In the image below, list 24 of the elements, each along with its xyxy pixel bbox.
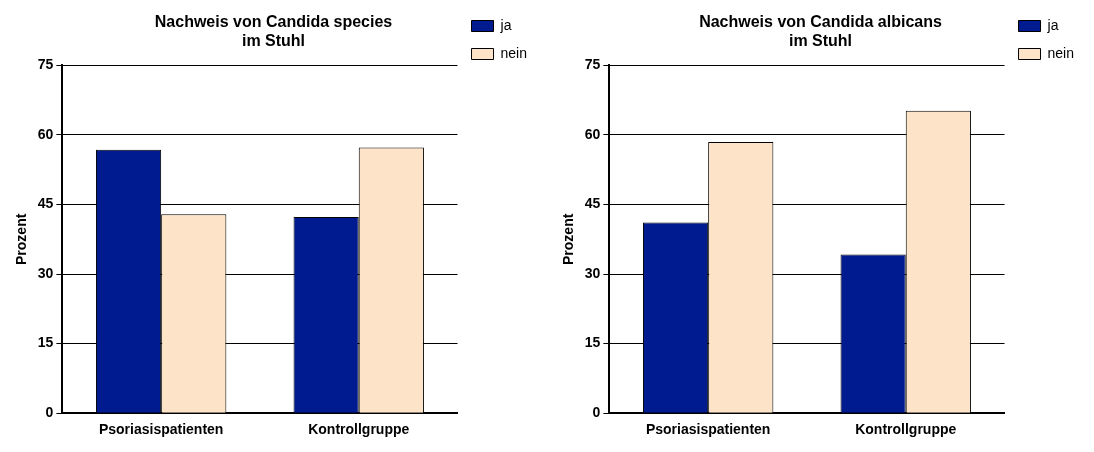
y-axis-title: Prozent bbox=[560, 213, 577, 265]
y-tick-label: 15 bbox=[37, 334, 54, 351]
y-tick-label: 45 bbox=[584, 195, 601, 212]
y-tick-label: 0 bbox=[592, 404, 601, 421]
y-tick-label: 15 bbox=[584, 334, 601, 351]
y-tick-label: 0 bbox=[45, 404, 54, 421]
y-tick-label: 75 bbox=[584, 56, 601, 73]
y-tick-label: 60 bbox=[584, 125, 601, 142]
x-tick-label: Psoriasispatienten bbox=[645, 421, 771, 438]
legend-label: ja bbox=[1046, 16, 1059, 33]
x-tick-label: Psoriasispatienten bbox=[98, 421, 224, 438]
y-tick-label: 60 bbox=[37, 125, 54, 142]
x-tick-label: Kontrollgruppe bbox=[855, 421, 957, 438]
y-tick-label: 30 bbox=[584, 264, 601, 281]
chart-title: Nachweis von Candida albicans im Stuhl bbox=[699, 13, 942, 50]
legend-label: nein bbox=[500, 44, 527, 61]
legend-label: nein bbox=[1047, 44, 1074, 61]
y-tick-label: 75 bbox=[37, 56, 54, 73]
y-tick-label: 45 bbox=[37, 195, 54, 212]
chart-title: Nachweis von Candida species im Stuhl bbox=[154, 13, 393, 50]
y-axis-title: Prozent bbox=[13, 213, 30, 265]
y-tick-label: 30 bbox=[37, 264, 54, 281]
legend-label: ja bbox=[499, 16, 512, 33]
x-tick-label: Kontrollgruppe bbox=[308, 421, 410, 438]
